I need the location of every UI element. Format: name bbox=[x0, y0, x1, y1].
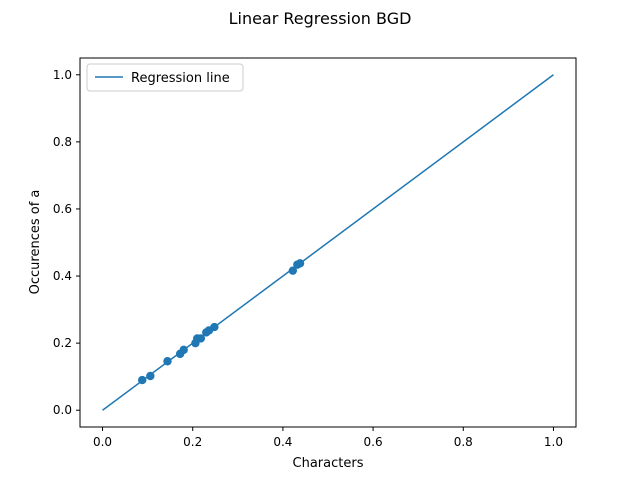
x-tick-label: 0.0 bbox=[93, 435, 112, 449]
chart-title: Linear Regression BGD bbox=[229, 9, 412, 28]
plot-area bbox=[102, 74, 554, 411]
data-point bbox=[179, 345, 188, 355]
y-tick-label: 1.0 bbox=[53, 68, 72, 82]
x-axis: 0.0 0.2 0.4 0.6 0.8 1.0 bbox=[93, 427, 563, 449]
x-tick-label: 1.0 bbox=[544, 435, 563, 449]
y-axis: 0.0 0.2 0.4 0.6 0.8 1.0 bbox=[53, 68, 80, 417]
axes-frame bbox=[79, 57, 577, 428]
data-point bbox=[163, 357, 172, 366]
x-axis-label: Characters bbox=[293, 456, 364, 471]
legend-box bbox=[86, 63, 244, 92]
y-tick-label: 0.4 bbox=[53, 269, 72, 283]
x-tick-label: 0.4 bbox=[273, 435, 292, 449]
data-point bbox=[196, 334, 206, 343]
x-tick-label: 0.6 bbox=[364, 435, 383, 449]
data-point bbox=[210, 322, 219, 332]
legend-label-regression-line: Regression line bbox=[131, 71, 230, 86]
x-tick-label: 0.8 bbox=[454, 435, 473, 449]
y-tick-label: 0.6 bbox=[53, 202, 72, 216]
data-point bbox=[138, 375, 147, 385]
data-point bbox=[288, 266, 298, 275]
y-axis-label: Occurences of a bbox=[28, 190, 43, 295]
data-point bbox=[146, 371, 155, 381]
y-tick-label: 0.0 bbox=[53, 403, 72, 417]
y-tick-label: 0.8 bbox=[53, 135, 72, 149]
legend: Regression line bbox=[86, 63, 244, 92]
y-tick-label: 0.2 bbox=[53, 336, 72, 350]
x-tick-label: 0.2 bbox=[183, 435, 202, 449]
data-point bbox=[295, 259, 305, 268]
